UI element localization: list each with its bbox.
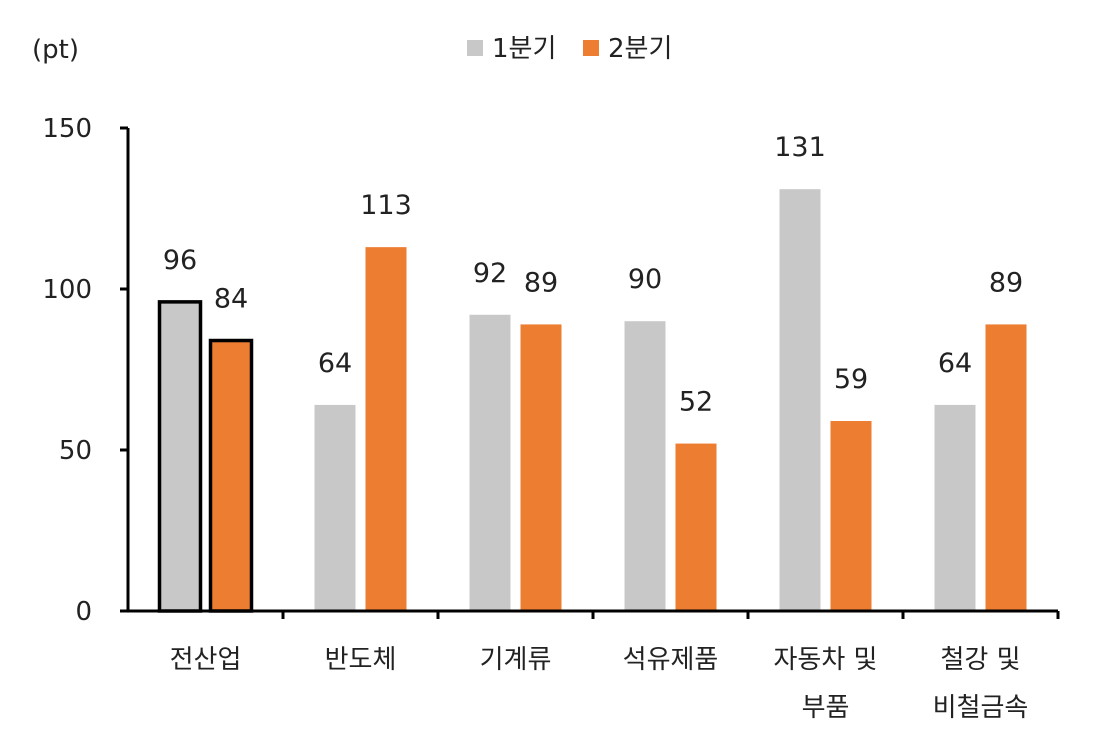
y-tick-label: 100 [42,275,92,305]
value-label-1-4: 90 [628,264,662,295]
legend-label-2: 2분기 [608,34,672,64]
y-tick-label: 0 [75,597,92,627]
legend-label-1: 1분기 [492,34,556,64]
category-label-1: 전산업 [170,645,242,675]
bars [157,189,1027,613]
value-label-2-1: 84 [214,284,248,315]
legend: 1분기 2분기 [467,34,672,64]
data-labels: 96 84 64 113 92 89 90 52 131 59 64 89 [163,132,1023,417]
category-label-6: 비철금속 [933,693,1029,723]
bar-2-3 [520,324,562,611]
y-axis-ticks: 0 50 100 150 [42,114,128,627]
legend-swatch-1 [467,40,483,56]
value-label-2-5: 59 [834,364,868,395]
value-label-1-3: 92 [473,258,507,289]
legend-swatch-2 [583,40,599,56]
axes [126,128,1060,619]
value-label-1-5: 131 [774,132,826,163]
category-label-3: 기계류 [480,645,552,675]
bar-1-6 [934,404,976,611]
bar-2-5 [830,421,872,611]
bar-2-1 [208,338,254,613]
category-label-2: 반도체 [325,645,397,675]
value-label-1-1: 96 [163,245,197,276]
category-label-6: 철강 및 [940,645,1020,675]
bar-2-6 [985,324,1027,611]
value-label-1-6: 64 [938,348,972,379]
y-tick-label: 150 [42,114,92,144]
category-label-5: 자동차 및 [774,645,878,675]
bar-2-4 [675,443,717,611]
bar-2-2 [365,247,407,611]
value-label-2-2: 113 [360,190,412,221]
bar-1-3 [469,314,511,611]
value-label-2-3: 89 [524,267,558,298]
bar-1-2 [314,404,356,611]
y-tick-label: 50 [59,436,92,466]
y-axis-unit-label: (pt) [32,35,79,65]
bar-1-1 [157,300,203,613]
bar-1-5 [779,189,821,611]
category-label-4: 석유제품 [623,645,719,675]
value-label-2-4: 52 [679,387,713,418]
value-label-2-6: 89 [989,267,1023,298]
bar-1-4 [624,321,666,611]
value-label-1-2: 64 [318,348,352,379]
category-label-5: 부품 [802,693,850,723]
